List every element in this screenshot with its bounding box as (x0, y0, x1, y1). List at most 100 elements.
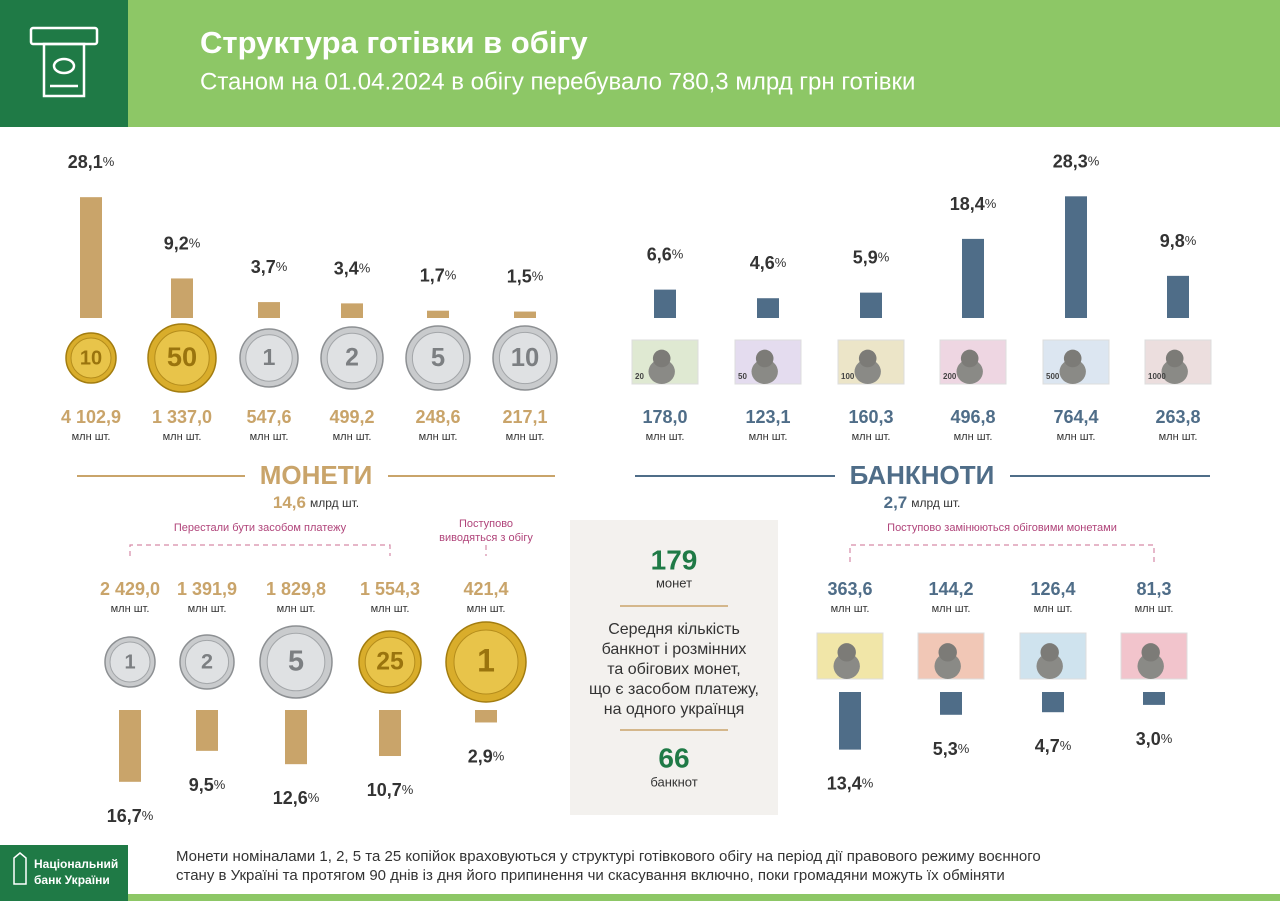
share-label: 4,6% (750, 253, 787, 273)
share-value: 3,4 (334, 258, 359, 278)
bar (940, 692, 962, 715)
count: 547,6 (246, 407, 291, 427)
atm-icon (29, 26, 99, 98)
portrait (1141, 643, 1160, 662)
share-value: 10,7 (367, 780, 402, 800)
count-unit: млн шт. (506, 431, 545, 443)
banknote-denomination: 200 (943, 372, 957, 381)
coin-denomination: 5 (431, 344, 445, 372)
portrait (1059, 359, 1086, 384)
count: 421,4 (463, 579, 508, 599)
coin-denomination: 10 (80, 347, 102, 369)
unit: млрд шт. (310, 496, 359, 510)
coin-face (411, 331, 465, 385)
count-unit: млн шт. (646, 431, 685, 443)
count-unit: млн шт. (111, 603, 150, 615)
portrait (1036, 653, 1063, 679)
count: 764,4 (1053, 407, 1098, 427)
share-unit: % (862, 776, 874, 791)
count-unit: млн шт. (72, 431, 111, 443)
count-unit: млн шт. (1159, 431, 1198, 443)
bar (1167, 275, 1189, 318)
average-description: Середня кількість (608, 621, 740, 638)
coin-denomination: 2 (201, 649, 213, 674)
coin-denomination: 5 (288, 646, 304, 678)
share-value: 1,7 (420, 265, 445, 285)
banknote: 200 (939, 339, 1007, 385)
average-banknotes-label: банкнот (650, 774, 697, 789)
share-unit: % (1161, 731, 1173, 746)
share-label: 5,9% (853, 247, 890, 267)
share-label: 3,4% (334, 258, 371, 278)
portrait (1040, 643, 1059, 662)
coins-title: МОНЕТИ (260, 460, 373, 490)
bar (962, 238, 984, 318)
count: 1 829,8 (266, 579, 326, 599)
count: 248,6 (415, 407, 460, 427)
portrait (652, 349, 671, 368)
count-unit: млн шт. (852, 431, 891, 443)
count: 1 337,0 (152, 407, 212, 427)
coin: 5 (259, 625, 333, 699)
share-unit: % (359, 261, 371, 276)
share-label: 4,7% (1035, 736, 1072, 756)
count: 2 429,0 (100, 579, 160, 599)
share-value: 9,2 (164, 233, 189, 253)
portrait (833, 653, 860, 679)
average-coins-label: монет (656, 575, 692, 590)
share-label: 18,4% (950, 194, 997, 214)
coins-total-value: 14,6 (273, 493, 306, 512)
group-label: Перестали бути засобом платежу (174, 522, 347, 534)
bar (80, 197, 102, 318)
bar (839, 692, 861, 750)
count-unit: млн шт. (1135, 603, 1174, 615)
average-description: на одного українця (604, 701, 745, 718)
count: 499,2 (329, 407, 374, 427)
footer-note: стану в Україні та протягом 90 днів із д… (176, 867, 1005, 884)
footer-note: Монети номіналами 1, 2, 5 та 25 копійок … (176, 848, 1041, 865)
share-value: 1,5 (507, 266, 532, 286)
share-unit: % (103, 155, 115, 170)
coin-face (70, 337, 112, 379)
banknote-denomination: 1000 (1148, 372, 1166, 381)
share-label: 13,4% (827, 773, 874, 793)
bar (1143, 692, 1165, 705)
portrait (938, 643, 957, 662)
count-unit: млн шт. (749, 431, 788, 443)
portrait (854, 359, 881, 384)
count-unit: млн шт. (371, 603, 410, 615)
share-unit: % (532, 269, 544, 284)
coin-denomination: 2 (345, 345, 359, 372)
count: 4 102,9 (61, 407, 121, 427)
share-label: 12,6% (273, 788, 320, 808)
coin: 5 (405, 325, 471, 391)
coin: 2 (179, 634, 235, 690)
header-logo-box (0, 0, 128, 127)
portrait (934, 653, 961, 679)
share-label: 1,7% (420, 265, 457, 285)
count-unit: млн шт. (188, 603, 227, 615)
logo-text: банк України (34, 873, 110, 887)
average-description: банкнот і розмінних (602, 641, 747, 658)
bar (654, 289, 676, 318)
bar (341, 303, 363, 318)
group-label: Поступово (459, 518, 513, 530)
coin-face (266, 632, 326, 692)
logo-text: Національний (34, 857, 118, 871)
portrait (1165, 349, 1184, 368)
coin-face (154, 330, 210, 386)
count: 496,8 (950, 407, 995, 427)
share-label: 9,8% (1160, 231, 1197, 251)
count: 126,4 (1030, 579, 1075, 599)
count-unit: млн шт. (954, 431, 993, 443)
share-label: 3,0% (1136, 729, 1173, 749)
coin-face (326, 332, 378, 384)
unit: млрд шт. (911, 496, 960, 510)
banknote (1120, 632, 1188, 680)
portrait (751, 359, 778, 384)
count: 1 391,9 (177, 579, 237, 599)
share-label: 16,7% (107, 806, 154, 826)
share-value: 9,5 (189, 775, 214, 795)
share-unit: % (402, 782, 414, 797)
